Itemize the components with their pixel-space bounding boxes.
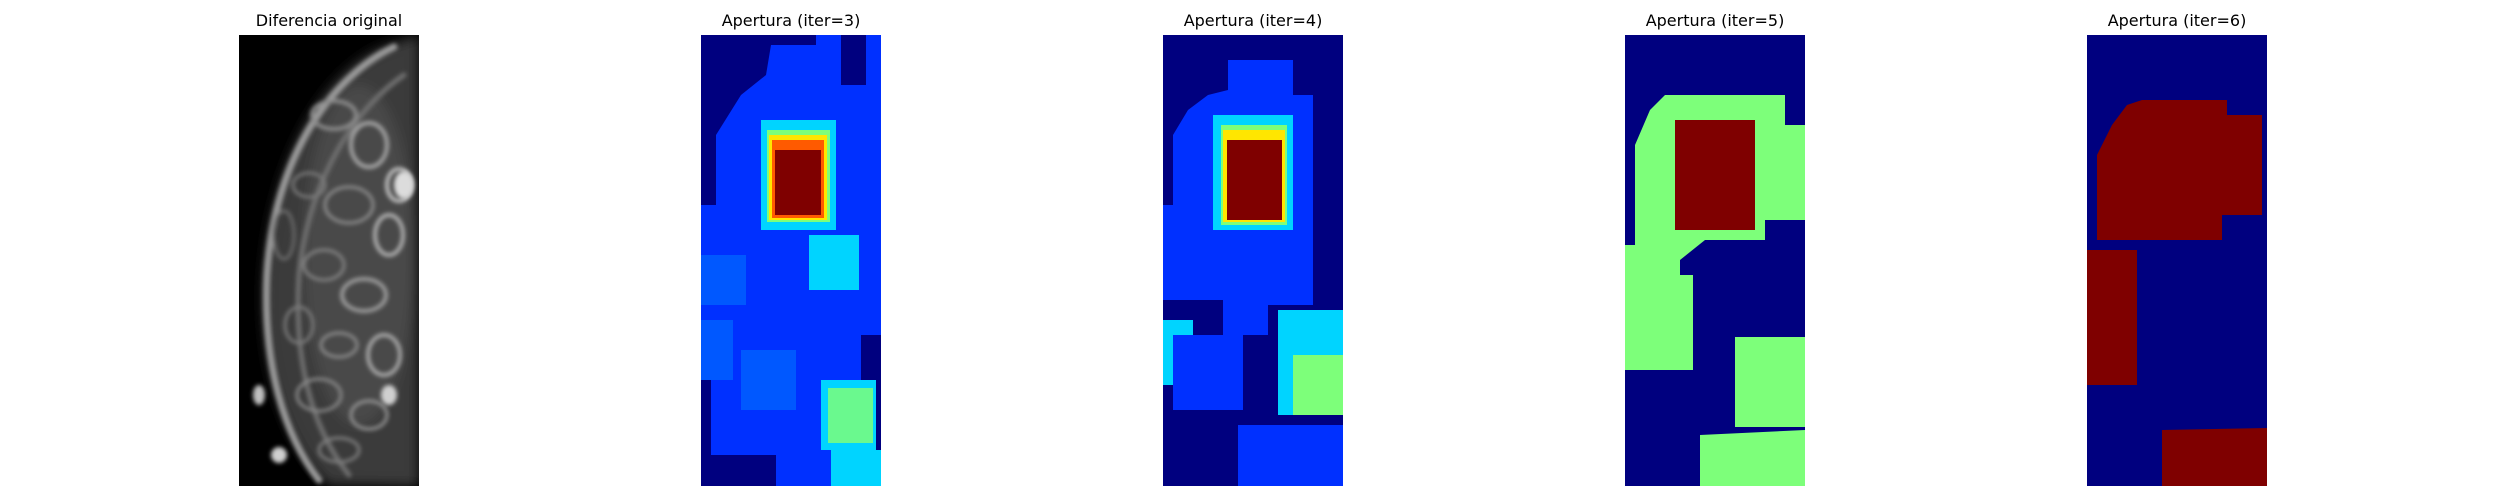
grayscale-image [239, 35, 419, 486]
panel-title: Diferencia original [255, 11, 403, 30]
panel-title: Apertura (iter=6) [2107, 11, 2247, 30]
panel-apertura-iter-4: Apertura (iter=4) [1163, 0, 1343, 500]
jet-image-iter-3 [701, 35, 881, 486]
panel-title: Apertura (iter=3) [721, 11, 861, 30]
panel-title: Apertura (iter=5) [1645, 11, 1785, 30]
jet-image-iter-6 [2087, 35, 2267, 486]
jet-image-iter-4 [1163, 35, 1343, 486]
panel-original: Diferencia original [239, 0, 419, 500]
panel-apertura-iter-5: Apertura (iter=5) [1625, 0, 1805, 500]
panel-apertura-iter-6: Apertura (iter=6) [2087, 0, 2267, 500]
panel-apertura-iter-3: Apertura (iter=3) [701, 0, 881, 500]
jet-image-iter-5 [1625, 35, 1805, 486]
panel-title: Apertura (iter=4) [1183, 11, 1323, 30]
